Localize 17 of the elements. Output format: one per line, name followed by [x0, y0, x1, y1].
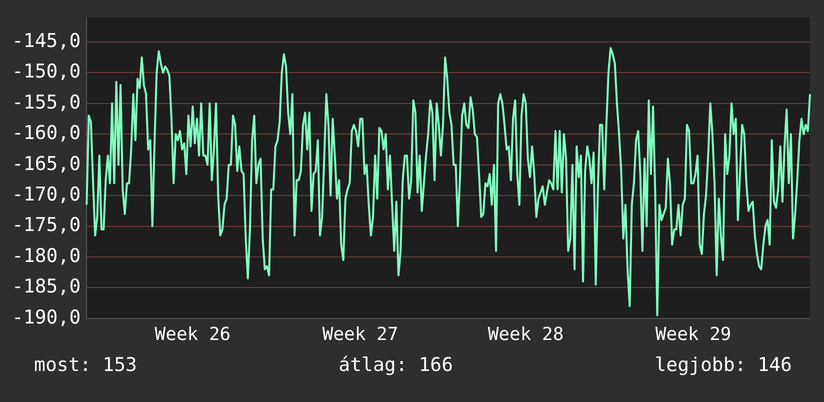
- y-tick-label: -160,0: [12, 122, 81, 144]
- text: most: 153: [34, 354, 137, 376]
- text: átlag: 166: [338, 354, 454, 376]
- y-tick-label: -155,0: [12, 91, 81, 114]
- x-tick-label: Week 26: [154, 324, 231, 345]
- text: legjobb: 146: [654, 354, 792, 376]
- x-tick-label: Week 27: [322, 324, 398, 345]
- y-tick-label: -150,0: [12, 60, 81, 83]
- y-tick-label: -180,0: [12, 244, 81, 267]
- y-tick-label: -145,0: [12, 30, 81, 52]
- x-tick-label: Week 29: [655, 324, 732, 345]
- y-tick-label: -185,0: [12, 276, 81, 298]
- y-tick-label: -165,0: [12, 152, 81, 175]
- y-tick-label: -175,0: [12, 214, 81, 236]
- y-tick-label: -170,0: [12, 183, 81, 206]
- x-tick-label: Week 28: [488, 324, 564, 345]
- y-tick-label: -190,0: [12, 306, 81, 328]
